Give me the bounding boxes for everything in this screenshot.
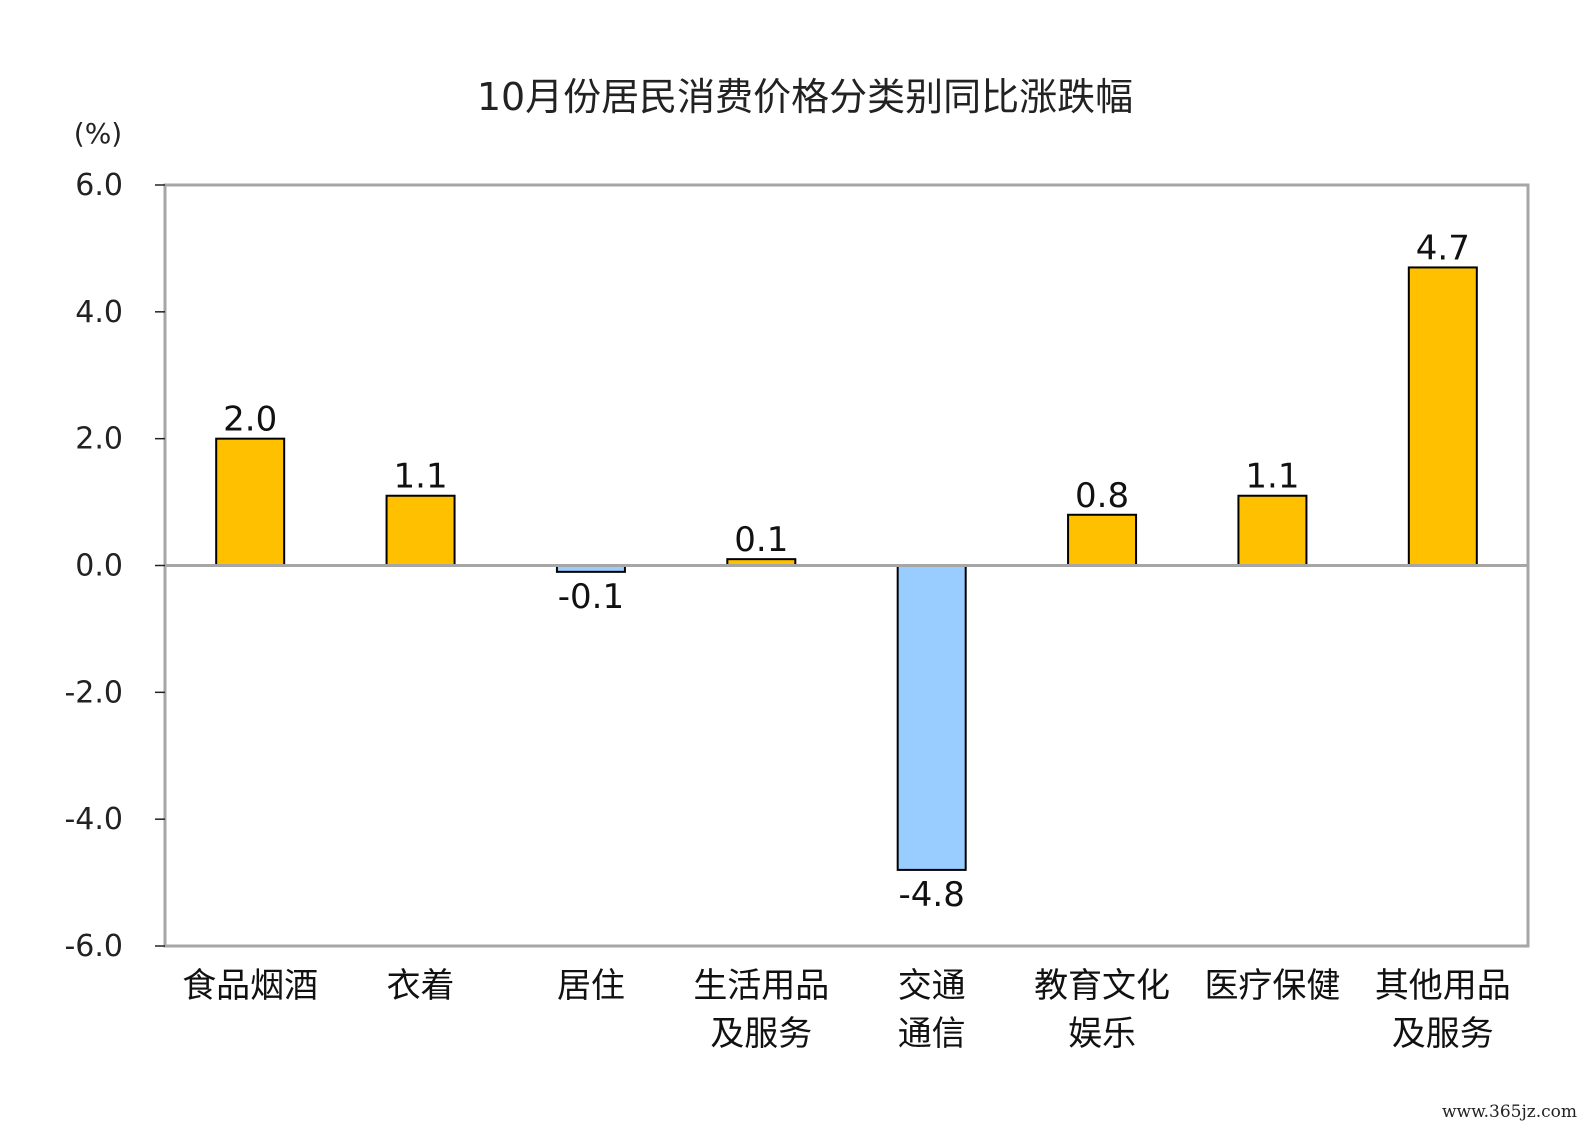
bar	[1237, 494, 1308, 567]
y-tick-label: 0.0	[75, 549, 123, 584]
category-label: 医疗保健	[1204, 966, 1340, 1006]
bar-value-label: 0.8	[1075, 476, 1129, 516]
bar	[1407, 266, 1478, 567]
category-label: 食品烟酒	[182, 966, 318, 1006]
category-label: 及服务	[1392, 1014, 1494, 1054]
y-axis: 6.0 4.0 2.0 0.0 -2.0 -4.0 -6.0	[64, 168, 165, 964]
chart-title: 10月份居民消费价格分类别同比涨跌幅	[477, 75, 1133, 119]
category-label: 生活用品	[693, 966, 829, 1006]
bar	[215, 437, 286, 567]
y-tick-label: 6.0	[75, 168, 123, 203]
category-label: 其他用品	[1375, 966, 1511, 1006]
bar	[385, 494, 456, 567]
y-tick-label: -6.0	[64, 929, 123, 964]
bar	[1067, 513, 1138, 567]
watermark: www.365jz.com	[1442, 1102, 1577, 1122]
bar-value-label: -4.8	[899, 875, 965, 915]
category-label: 交通	[898, 966, 966, 1006]
bar	[896, 564, 967, 871]
bar-value-label: 1.1	[394, 457, 448, 497]
bar-value-label: 2.0	[223, 400, 277, 440]
y-tick-label: 4.0	[75, 295, 123, 330]
category-label: 娱乐	[1068, 1014, 1136, 1054]
bar-value-label: -0.1	[558, 577, 624, 617]
bars	[215, 266, 1478, 871]
bar-value-label: 0.1	[734, 520, 788, 560]
category-label: 居住	[557, 966, 625, 1006]
category-label: 及服务	[710, 1014, 812, 1054]
bar-value-label: 1.1	[1245, 457, 1299, 497]
value-labels: 2.0 1.1 -0.1 0.1 -4.8 0.8 1.1 4.7	[223, 228, 1470, 914]
category-label: 通信	[898, 1014, 966, 1054]
y-tick-label: -4.0	[64, 802, 123, 837]
y-tick-label: -2.0	[64, 675, 123, 710]
y-axis-unit-label: (%)	[74, 117, 122, 150]
category-label: 衣着	[387, 966, 455, 1006]
y-tick-label: 2.0	[75, 422, 123, 457]
category-label: 教育文化	[1034, 966, 1170, 1006]
bar-value-label: 4.7	[1416, 228, 1470, 268]
